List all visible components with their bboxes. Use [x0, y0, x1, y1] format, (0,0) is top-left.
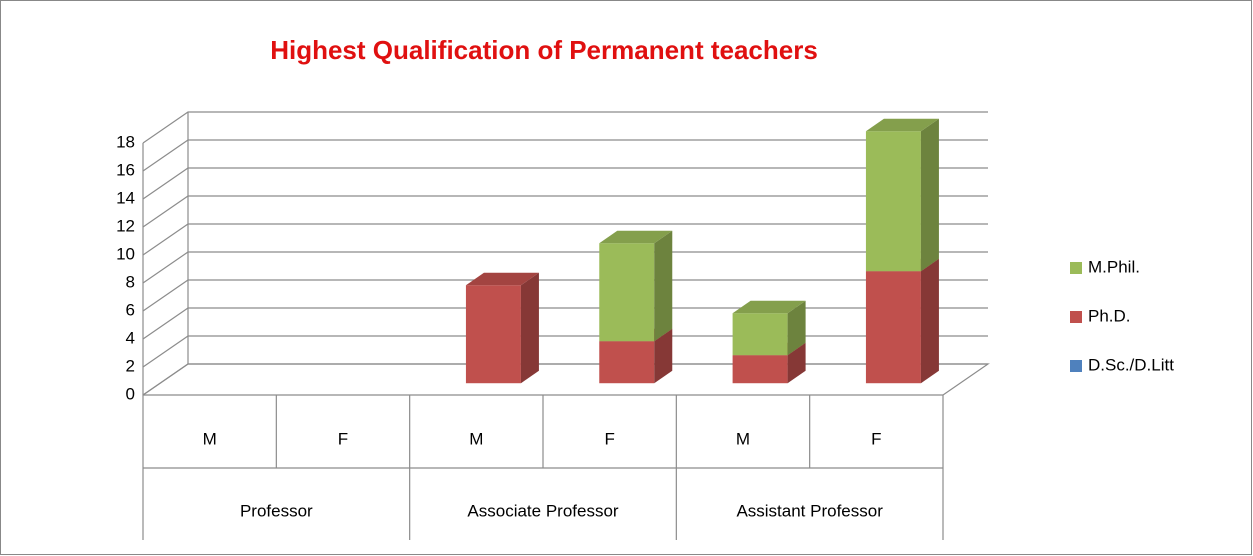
bar-segment	[865, 131, 921, 272]
grid-line	[142, 251, 988, 284]
y-tick-label: 4	[126, 328, 135, 347]
bar-side	[654, 328, 673, 384]
bar-top	[865, 118, 939, 132]
bar-segment	[732, 313, 788, 356]
grid-line	[142, 363, 988, 396]
bar-segment	[465, 285, 521, 384]
y-tick-label: 12	[116, 216, 135, 235]
bar-side	[787, 342, 806, 384]
x-group-label: Associate Professor	[467, 501, 619, 520]
x-group-label: Assistant Professor	[736, 501, 883, 520]
bar-side	[920, 258, 939, 384]
legend-label: M.Phil.	[1088, 257, 1140, 276]
bar-side	[520, 272, 539, 384]
legend-label: D.Sc./D.Litt	[1088, 355, 1174, 374]
x-group-label: Professor	[240, 501, 313, 520]
grid-line	[142, 167, 988, 200]
bar-segment	[865, 271, 921, 384]
y-tick-label: 10	[116, 244, 135, 263]
y-tick-label: 0	[126, 384, 135, 403]
chart-title: Highest Qualification of Permanent teach…	[270, 35, 818, 65]
bar-top	[732, 300, 806, 314]
legend-swatch	[1070, 360, 1082, 372]
x-tick-label: F	[871, 429, 881, 448]
y-tick-label: 14	[116, 188, 135, 207]
bar-top	[465, 272, 539, 286]
grid-line	[142, 111, 988, 144]
x-tick-label: M	[469, 429, 483, 448]
y-tick-label: 16	[116, 160, 135, 179]
x-tick-label: M	[203, 429, 217, 448]
y-tick-label: 8	[126, 272, 135, 291]
y-tick-label: 6	[126, 300, 135, 319]
grid-line	[142, 335, 988, 368]
grid-line	[142, 139, 988, 172]
bar-side	[920, 118, 939, 272]
x-tick-label: M	[736, 429, 750, 448]
x-tick-label: F	[338, 429, 348, 448]
legend-swatch	[1070, 311, 1082, 323]
x-tick-label: F	[604, 429, 614, 448]
y-tick-label: 18	[116, 132, 135, 151]
bar-segment	[732, 355, 788, 384]
bar-segment	[599, 243, 655, 342]
legend-label: Ph.D.	[1088, 306, 1131, 325]
bar-side	[787, 300, 806, 356]
grid-line	[142, 279, 988, 312]
bar-side	[654, 230, 673, 342]
grid-line	[142, 307, 988, 340]
legend-swatch	[1070, 262, 1082, 274]
bar-top	[599, 230, 673, 244]
grid-line	[142, 223, 988, 256]
grid-line	[142, 195, 988, 228]
bar-segment	[599, 341, 655, 384]
y-tick-label: 2	[126, 356, 135, 375]
